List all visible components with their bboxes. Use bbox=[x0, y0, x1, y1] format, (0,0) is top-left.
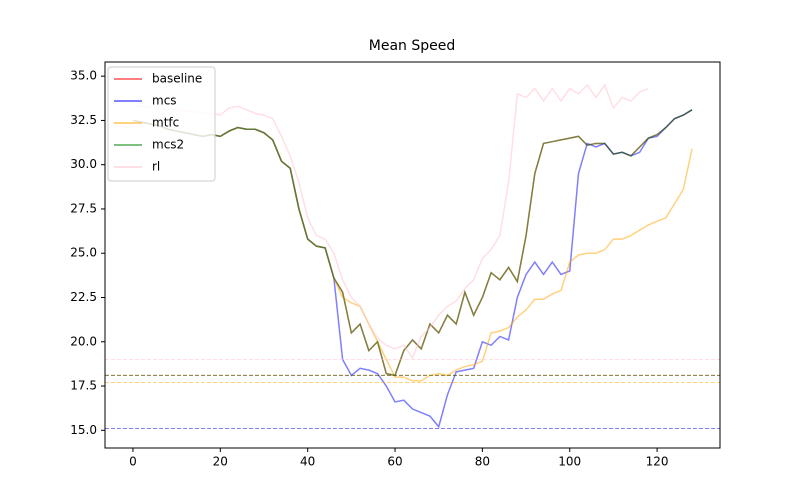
y-tick-label: 25.0 bbox=[70, 246, 97, 260]
plot-frame bbox=[104, 61, 721, 449]
y-tick-label: 32.5 bbox=[70, 113, 97, 127]
x-tick-label: 80 bbox=[475, 455, 490, 469]
x-tick-label: 120 bbox=[646, 455, 669, 469]
y-tick-label: 15.0 bbox=[70, 423, 97, 437]
x-tick-label: 20 bbox=[213, 455, 228, 469]
series-line bbox=[132, 109, 693, 429]
x-tick-label: 100 bbox=[558, 455, 581, 469]
chart-title: Mean Speed bbox=[369, 38, 455, 54]
y-tick-label: 27.5 bbox=[70, 201, 97, 215]
legend-label: mcs2 bbox=[152, 138, 184, 152]
series-line bbox=[132, 109, 693, 377]
y-tick-label: 30.0 bbox=[70, 157, 97, 171]
legend-label: baseline bbox=[152, 72, 202, 86]
series-line bbox=[132, 119, 693, 382]
legend-label: mtfc bbox=[152, 116, 179, 130]
x-tick-label: 60 bbox=[387, 455, 402, 469]
legend-label: rl bbox=[152, 160, 160, 174]
series-line bbox=[132, 83, 649, 360]
x-tick-label: 0 bbox=[129, 455, 137, 469]
y-tick-label: 17.5 bbox=[70, 379, 97, 393]
y-tick-label: 35.0 bbox=[70, 69, 97, 83]
y-tick-label: 20.0 bbox=[70, 334, 97, 348]
y-tick-label: 22.5 bbox=[70, 290, 97, 304]
legend-label: mcs bbox=[152, 94, 177, 108]
legend-box bbox=[107, 66, 216, 182]
x-tick-label: 40 bbox=[300, 455, 315, 469]
series-line bbox=[132, 109, 693, 377]
